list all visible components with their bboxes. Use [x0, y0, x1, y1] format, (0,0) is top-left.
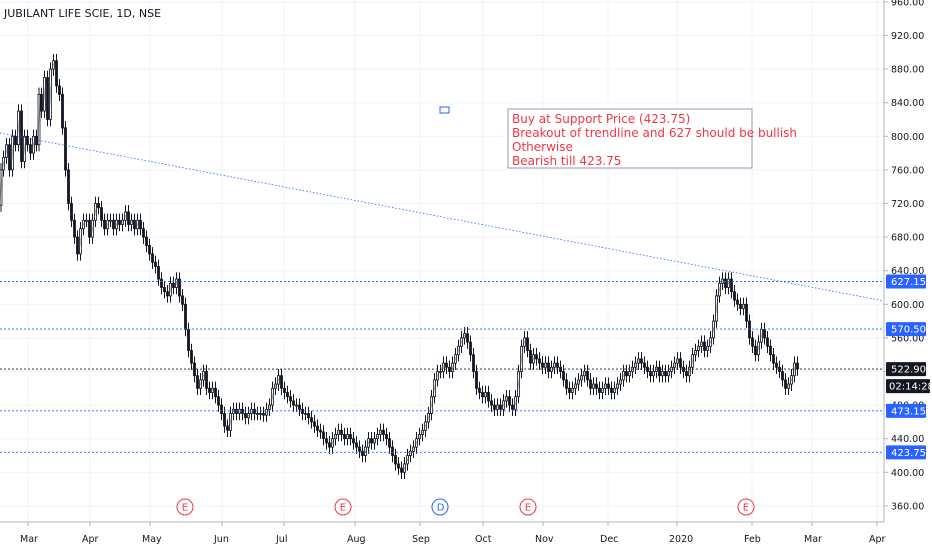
annotation-note-border	[507, 108, 753, 169]
annotation-note[interactable]: Buy at Support Price (423.75) Breakout o…	[507, 108, 797, 169]
price-badge-label: 570.50	[891, 325, 926, 336]
x-tick-label: Nov	[535, 534, 554, 545]
y-tick-label: 800.00	[891, 132, 924, 143]
trendline[interactable]	[0, 132, 885, 302]
small-drawing-box[interactable]	[439, 106, 450, 114]
y-tick-label: 680.00	[891, 233, 924, 244]
x-tick-label: Oct	[475, 534, 492, 545]
x-tick-label: Jul	[275, 534, 287, 545]
y-tick-label: 600.00	[891, 300, 924, 311]
event-marker-d[interactable]	[431, 498, 449, 516]
x-tick-label: Dec	[600, 534, 618, 545]
y-tick-label: 360.00	[891, 501, 924, 512]
event-marker-e[interactable]	[176, 498, 194, 516]
x-tick-label: May	[142, 534, 162, 545]
x-tick-label: Mar	[20, 534, 38, 545]
chart-title: JUBILANT LIFE SCIE, 1D, NSE	[3, 7, 161, 20]
event-marker-label: E	[340, 503, 346, 514]
y-tick-label: 840.00	[891, 98, 924, 109]
y-tick-label: 400.00	[891, 468, 924, 479]
countdown-label: 02:14:28	[889, 382, 932, 393]
y-tick-label: 640.00	[891, 266, 924, 277]
x-tick-label: Apr	[869, 534, 886, 545]
x-tick-label: Feb	[744, 534, 761, 545]
horizontal-levels[interactable]	[0, 281, 884, 453]
time-axis[interactable]: Mar Apr May Jun Jul Aug Sep Oct Nov Dec 2020 Feb Mar…	[20, 522, 886, 545]
price-badge-label: 423.75	[891, 448, 926, 459]
annotation-line: Otherwise	[512, 140, 573, 154]
event-marker-e[interactable]	[737, 498, 755, 516]
x-tick-label: Aug	[347, 534, 366, 545]
price-badge	[886, 445, 926, 460]
price-badge-label: 627.15	[891, 277, 926, 288]
event-marker-label: E	[182, 503, 188, 514]
y-tick-label: 960.00	[891, 0, 924, 8]
y-tick-label: 760.00	[891, 165, 924, 176]
price-badge	[886, 274, 926, 289]
price-badge-label: 522.90	[891, 365, 926, 376]
y-tick-label: 560.00	[891, 333, 924, 344]
x-tick-label: 2020	[669, 534, 693, 545]
event-marker-e[interactable]	[519, 498, 537, 516]
price-badge	[886, 403, 926, 418]
candles	[0, 53, 800, 480]
x-tick-label: Sep	[412, 534, 430, 545]
price-badge	[886, 322, 926, 337]
x-tick-label: Mar	[804, 534, 822, 545]
event-marker-label: E	[743, 503, 749, 514]
price-badge-label: 473.15	[891, 406, 926, 417]
price-line	[0, 60, 800, 473]
y-tick-label: 880.00	[891, 65, 924, 76]
annotation-line: Bearish till 423.75	[512, 154, 621, 168]
event-marker-label: D	[437, 503, 445, 514]
annotation-line: Breakout of trendline and 627 should be …	[512, 126, 797, 140]
y-tick-label: 440.00	[891, 434, 924, 445]
price-badges: 627.15 570.50 522.90 473.15 423.75 02:14:28	[886, 274, 932, 460]
y-tick-label: 720.00	[891, 199, 924, 210]
x-tick-label: Apr	[82, 534, 99, 545]
price-badge	[886, 362, 926, 377]
event-marker-e[interactable]	[334, 498, 352, 516]
y-tick-label: 920.00	[891, 31, 924, 42]
x-tick-label: Jun	[213, 534, 229, 545]
event-marker-label: E	[525, 503, 531, 514]
annotation-line: Buy at Support Price (423.75)	[512, 112, 690, 126]
countdown-badge	[886, 379, 930, 394]
